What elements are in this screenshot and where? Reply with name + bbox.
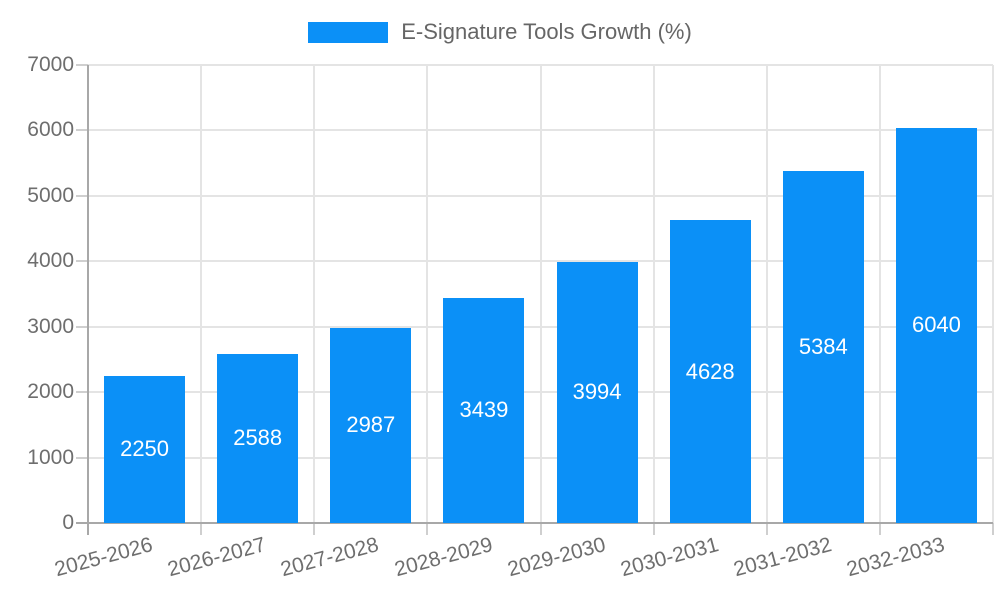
y-axis-tick-label: 7000 — [27, 53, 74, 76]
bar-value-label: 3994 — [572, 379, 622, 405]
y-tick-mark — [76, 522, 88, 524]
x-tick-mark — [313, 523, 316, 535]
x-tick-mark — [652, 523, 655, 535]
y-axis-tick-label: 4000 — [27, 249, 74, 273]
y-axis-tick-label: 1000 — [27, 445, 74, 469]
bar — [104, 375, 186, 523]
y-axis-tick-label: 2000 — [27, 380, 74, 404]
bar-value-label: 3439 — [459, 397, 509, 423]
bar — [782, 170, 864, 523]
bar — [330, 327, 412, 523]
x-gridline — [426, 65, 429, 523]
bar-value-label: 2987 — [346, 412, 396, 438]
bar — [895, 127, 977, 523]
y-tick-mark — [76, 64, 88, 66]
x-axis-tick-label: 2026-2027 — [165, 533, 269, 582]
x-tick-mark — [539, 523, 542, 535]
bar — [443, 297, 525, 523]
bar — [217, 353, 299, 523]
x-axis-line — [87, 522, 993, 524]
bar — [669, 220, 751, 523]
y-tick-mark — [76, 391, 88, 394]
bar-value-label: 2588 — [233, 425, 283, 451]
y-tick-mark — [76, 260, 88, 263]
x-axis-tick-label: 2032-2033 — [844, 533, 948, 582]
y-tick-mark — [76, 456, 88, 459]
x-tick-mark — [426, 523, 429, 535]
y-axis-tick-label: 0 — [62, 511, 74, 534]
x-axis-tick-label: 2030-2031 — [617, 533, 721, 582]
x-tick-mark — [992, 523, 994, 535]
y-tick-mark — [76, 325, 88, 328]
bar — [556, 261, 638, 523]
x-axis-tick-label: 2031-2032 — [731, 533, 835, 582]
x-gridline — [539, 65, 542, 523]
y-tick-mark — [76, 129, 88, 132]
x-axis-tick-label: 2025-2026 — [52, 533, 156, 582]
x-gridline — [200, 65, 203, 523]
x-tick-mark — [878, 523, 881, 535]
x-axis-tick-label: 2028-2029 — [391, 533, 495, 582]
y-axis-tick-label: 6000 — [27, 118, 74, 142]
bar-value-label: 6040 — [911, 312, 961, 338]
y-axis-tick-label: 5000 — [27, 183, 74, 207]
x-gridline — [652, 65, 655, 523]
x-axis-tick-label: 2027-2028 — [278, 533, 382, 582]
y-axis-tick-label: 3000 — [27, 314, 74, 338]
bar-value-label: 4628 — [685, 358, 735, 384]
x-gridline — [878, 65, 881, 523]
bar-value-label: 5384 — [798, 333, 848, 359]
bar-value-label: 2250 — [120, 436, 170, 462]
x-axis-tick-label: 2029-2030 — [504, 533, 608, 582]
y-tick-mark — [76, 194, 88, 197]
legend-label: E-Signature Tools Growth (%) — [401, 19, 692, 44]
x-gridline — [313, 65, 316, 523]
x-tick-mark — [200, 523, 203, 535]
x-tick-mark — [765, 523, 768, 535]
y-axis-line — [87, 65, 89, 535]
x-gridline — [992, 65, 994, 523]
chart-legend: E-Signature Tools Growth (%) — [0, 20, 1000, 44]
legend-swatch — [308, 21, 389, 43]
x-gridline — [765, 65, 768, 523]
